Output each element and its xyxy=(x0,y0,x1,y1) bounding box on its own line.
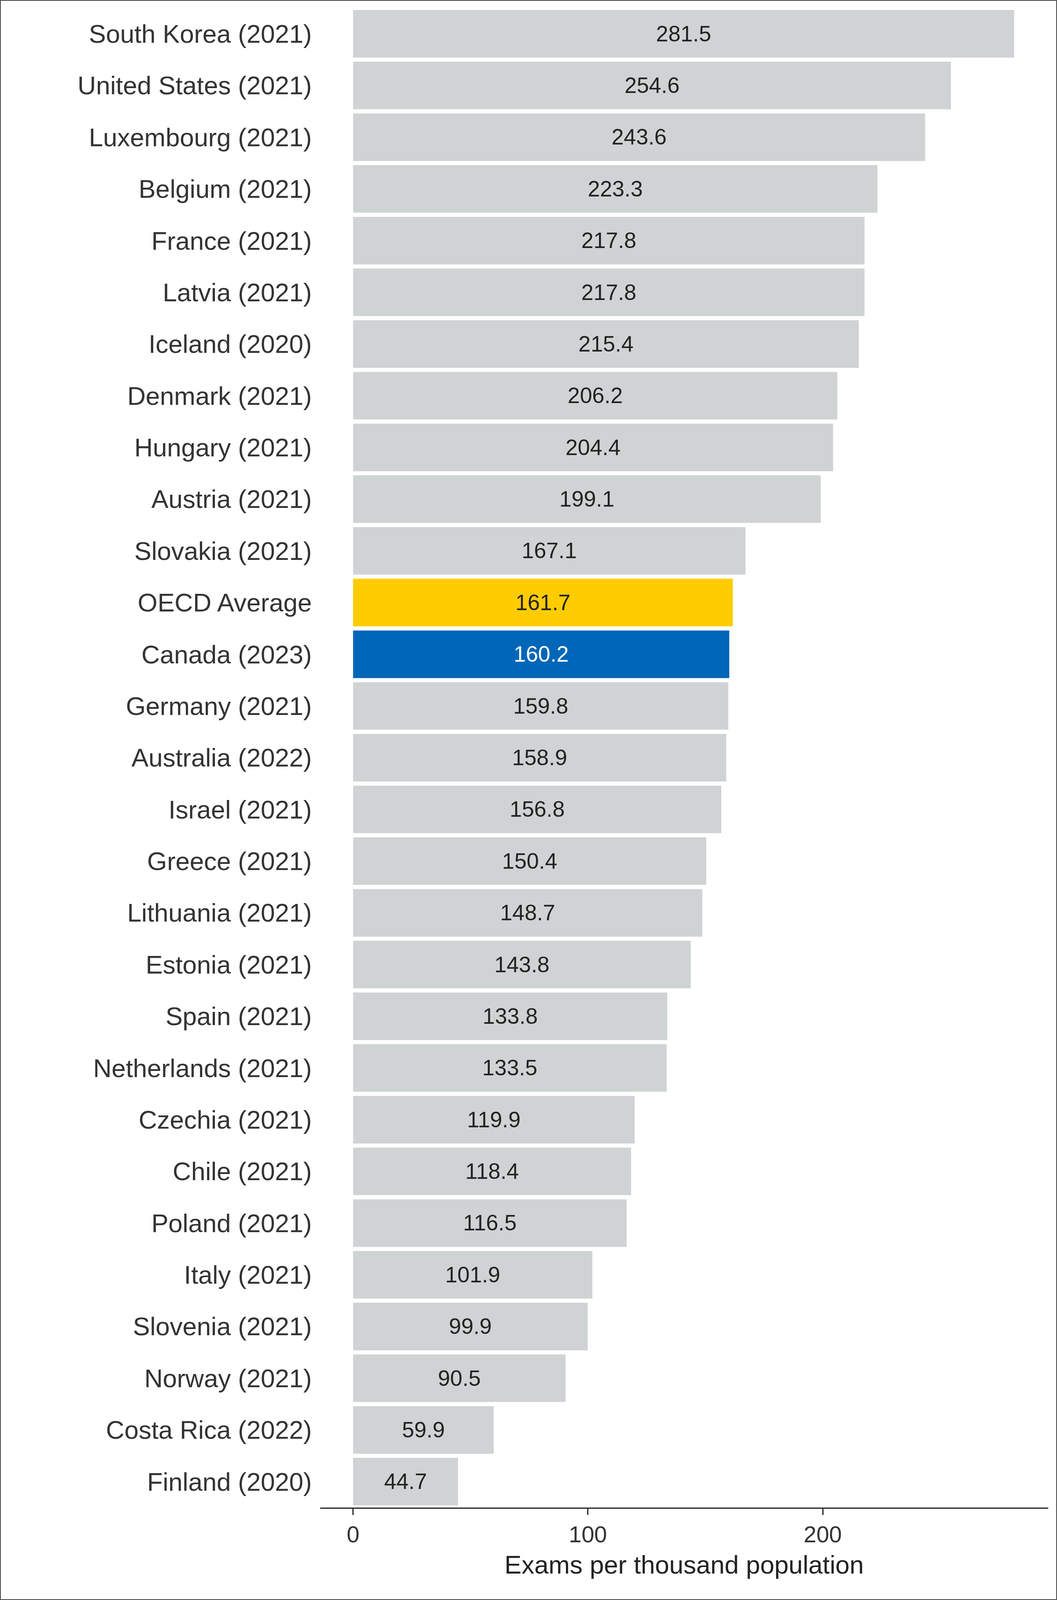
svg-text:Spain (2021): Spain (2021) xyxy=(165,1001,312,1031)
svg-text:119.9: 119.9 xyxy=(467,1107,521,1132)
svg-text:223.3: 223.3 xyxy=(587,176,643,202)
svg-text:Exams per thousand population: Exams per thousand population xyxy=(504,1549,865,1579)
svg-text:161.7: 161.7 xyxy=(515,590,571,615)
svg-text:101.9: 101.9 xyxy=(445,1262,501,1287)
svg-text:Australia (2022): Australia (2022) xyxy=(131,742,312,772)
svg-text:Netherlands (2021): Netherlands (2021) xyxy=(92,1053,312,1083)
svg-text:United States (2021): United States (2021) xyxy=(77,70,312,100)
svg-text:217.8: 217.8 xyxy=(581,280,637,305)
svg-text:Estonia (2021): Estonia (2021) xyxy=(145,949,312,979)
svg-text:159.8: 159.8 xyxy=(513,693,569,719)
svg-text:199.1: 199.1 xyxy=(559,486,615,512)
svg-text:Austria (2021): Austria (2021) xyxy=(151,484,312,514)
svg-text:Poland (2021): Poland (2021) xyxy=(151,1208,312,1238)
svg-text:167.1: 167.1 xyxy=(521,538,577,563)
svg-text:Chile (2021): Chile (2021) xyxy=(172,1156,312,1186)
svg-text:133.8: 133.8 xyxy=(482,1003,538,1029)
svg-text:59.9: 59.9 xyxy=(402,1417,445,1442)
svg-text:Italy (2021): Italy (2021) xyxy=(184,1260,312,1289)
svg-text:200: 200 xyxy=(803,1521,843,1547)
svg-text:150.4: 150.4 xyxy=(502,848,558,874)
svg-text:143.8: 143.8 xyxy=(494,952,550,977)
svg-text:Denmark (2021): Denmark (2021) xyxy=(127,381,312,411)
svg-text:Costa Rica (2022): Costa Rica (2022) xyxy=(106,1415,312,1444)
svg-text:Slovakia (2021): Slovakia (2021) xyxy=(134,536,312,566)
svg-text:Norway (2021): Norway (2021) xyxy=(144,1363,312,1393)
svg-text:OECD Average: OECD Average xyxy=(137,587,312,617)
svg-text:158.9: 158.9 xyxy=(512,745,568,770)
svg-text:Iceland (2020): Iceland (2020) xyxy=(148,329,312,359)
svg-text:Hungary (2021): Hungary (2021) xyxy=(134,432,312,462)
svg-text:133.5: 133.5 xyxy=(482,1055,538,1080)
svg-text:204.4: 204.4 xyxy=(565,435,621,460)
svg-text:South Korea (2021): South Korea (2021) xyxy=(88,19,312,49)
svg-text:90.5: 90.5 xyxy=(437,1365,481,1391)
svg-text:215.4: 215.4 xyxy=(578,331,634,357)
svg-text:99.9: 99.9 xyxy=(448,1313,492,1339)
svg-text:Canada (2023): Canada (2023) xyxy=(141,639,312,669)
svg-text:Lithuania (2021): Lithuania (2021) xyxy=(127,898,312,927)
svg-text:Finland (2020): Finland (2020) xyxy=(147,1467,312,1496)
svg-text:France (2021): France (2021) xyxy=(151,226,312,256)
svg-text:Israel (2021): Israel (2021) xyxy=(168,794,312,824)
svg-text:100: 100 xyxy=(568,1521,607,1547)
svg-text:44.7: 44.7 xyxy=(384,1468,427,1494)
svg-text:118.4: 118.4 xyxy=(465,1158,519,1184)
svg-text:Latvia (2021): Latvia (2021) xyxy=(162,277,312,307)
svg-text:160.2: 160.2 xyxy=(513,641,569,667)
svg-text:148.7: 148.7 xyxy=(500,900,556,925)
svg-text:Germany (2021): Germany (2021) xyxy=(125,691,312,721)
svg-text:281.5: 281.5 xyxy=(656,21,712,47)
svg-text:254.6: 254.6 xyxy=(624,73,680,98)
svg-text:116.5: 116.5 xyxy=(463,1210,517,1235)
svg-text:156.8: 156.8 xyxy=(509,796,565,822)
svg-text:Belgium (2021): Belgium (2021) xyxy=(138,174,312,204)
svg-text:Greece (2021): Greece (2021) xyxy=(147,846,312,876)
svg-text:Czechia (2021): Czechia (2021) xyxy=(138,1105,312,1134)
svg-text:0: 0 xyxy=(346,1521,360,1547)
svg-text:Luxembourg (2021): Luxembourg (2021) xyxy=(88,122,312,152)
svg-text:217.8: 217.8 xyxy=(581,228,637,253)
svg-text:Slovenia (2021): Slovenia (2021) xyxy=(133,1311,312,1341)
svg-text:206.2: 206.2 xyxy=(567,383,623,408)
svg-text:243.6: 243.6 xyxy=(611,124,667,150)
